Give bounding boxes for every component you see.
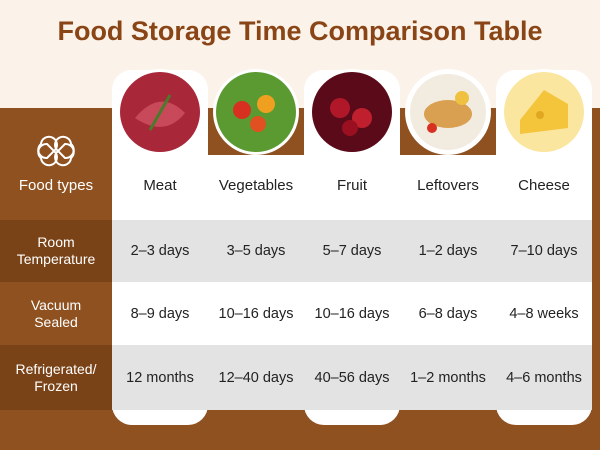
storage-time: 8–9 days	[130, 305, 190, 322]
row-band	[0, 345, 112, 410]
row-label: Vacuum Sealed	[30, 296, 82, 330]
storage-time: 1–2 days	[418, 243, 478, 259]
column-header: Fruit	[337, 176, 367, 194]
row-label: Refrigerated/ Frozen	[15, 360, 97, 394]
column-header: Vegetables	[218, 176, 294, 194]
storage-time: 7–10 days	[510, 243, 578, 259]
row-band	[0, 220, 112, 282]
column-header: Leftovers	[417, 176, 479, 194]
storage-time: 40–56 days	[314, 369, 390, 386]
storage-time: 4–6 months	[506, 369, 582, 386]
storage-time: 1–2 months	[410, 369, 486, 386]
storage-time: 12–40 days	[218, 369, 294, 386]
title: Food Storage Time Comparison Table	[57, 16, 543, 46]
row-label: Room Temperature	[16, 234, 96, 267]
food-icon-clover	[37, 135, 75, 167]
storage-time: 6–8 days	[418, 305, 478, 322]
food-icons	[117, 69, 587, 155]
row-band	[112, 345, 592, 410]
column-header: Cheese	[518, 176, 570, 194]
storage-time: 2–3 days	[130, 243, 190, 259]
storage-time: 5–7 days	[322, 243, 382, 259]
storage-time: 3–5 days	[226, 243, 286, 259]
header-label: Food types	[18, 176, 94, 194]
storage-time: 10–16 days	[314, 305, 390, 322]
storage-time: 12 months	[126, 369, 194, 386]
row-band	[112, 220, 592, 282]
storage-time: 10–16 days	[218, 305, 294, 322]
column-header: Meat	[143, 176, 177, 194]
storage-time: 4–8 weeks	[509, 305, 579, 322]
